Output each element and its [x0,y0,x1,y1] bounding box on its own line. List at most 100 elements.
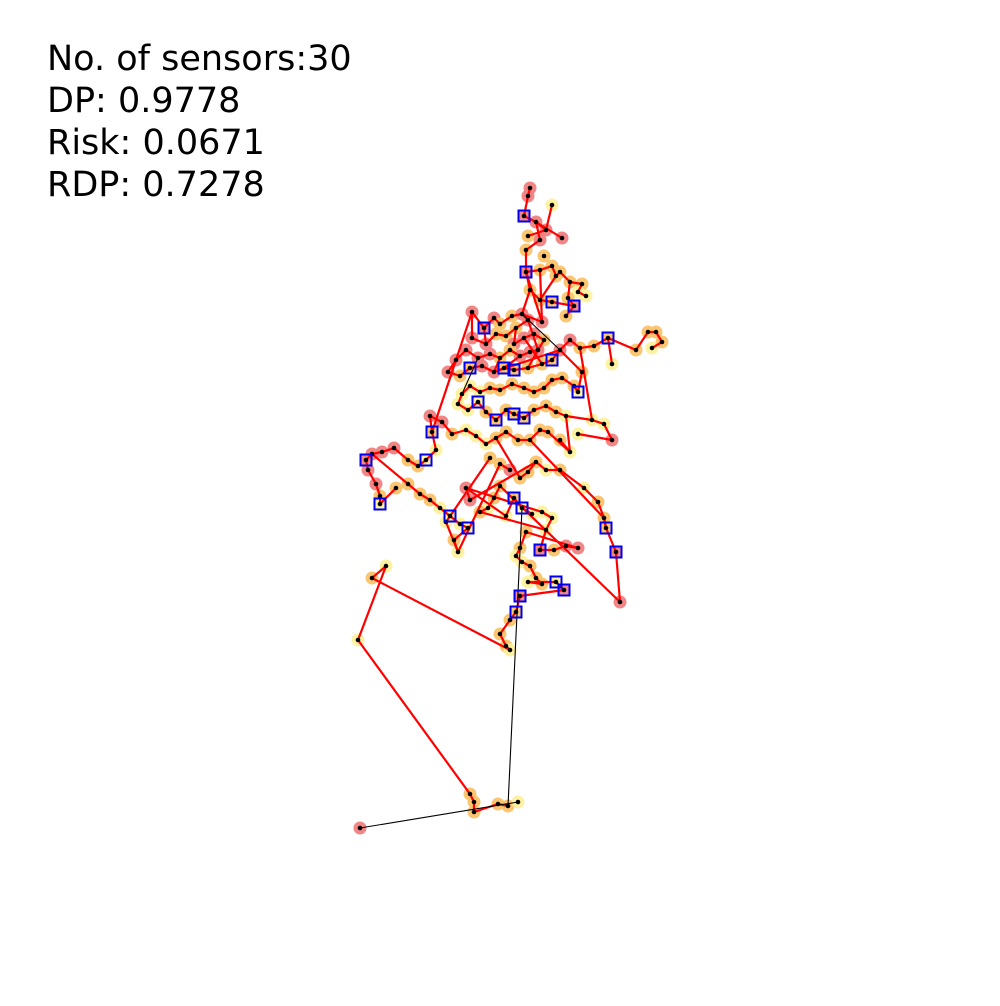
unmonitored-pipe [507,507,523,807]
sensor-marker [461,521,475,535]
junction-node [525,365,531,371]
junction-node [497,461,503,467]
sensor-marker [571,385,585,399]
junction-node [477,389,483,395]
junction-node [491,495,497,501]
monitored-pipe [370,576,512,652]
sensor-marker [489,413,503,427]
monitored-pipe [514,318,530,330]
junction-node [485,505,491,511]
sensor-marker [609,545,623,559]
junction-node [609,437,615,443]
sensor-marker [509,605,523,619]
junction-node [579,369,585,375]
junction-node [465,407,471,413]
junction-node [513,609,519,615]
monitored-pipe [470,310,486,330]
rdp-text: RDP: 0.7278 [47,165,265,205]
monitored-pipe [614,550,622,604]
junction-node [583,293,589,299]
junction-node [503,643,509,649]
monitored-pipe [550,300,576,308]
junction-node [483,441,489,447]
junction-node [515,799,521,805]
monitored-pipe [526,348,540,370]
junction-node [575,545,581,551]
monitored-pipe [578,346,594,422]
junction-node [469,309,475,315]
junction-node [515,437,521,443]
junction-node [501,365,507,371]
junction-node [405,481,411,487]
junction-node [533,219,539,225]
junction-node [509,381,515,387]
junction-node [563,313,569,319]
junction-node [493,331,499,337]
junction-node [463,485,469,491]
junction-node [543,527,549,533]
junction-node [517,545,523,551]
junction-node [357,825,363,831]
junction-node [475,355,481,361]
junction-node [451,537,457,543]
junction-node [645,329,651,335]
monitored-pipe [378,486,398,506]
junction-node [531,389,537,395]
monitored-pipe [634,330,650,352]
junction-node [495,801,501,807]
junction-node [475,399,481,405]
junction-node [595,499,601,505]
junction-node [577,345,583,351]
junction-node [497,483,503,489]
monitored-pipe [524,238,542,252]
monitored-pipe [356,638,472,796]
junction-node [557,347,563,353]
junction-node [467,383,473,389]
junction-node [377,493,383,499]
junction-node [383,563,389,569]
monitored-pipe [478,510,548,532]
sensor-marker [533,543,547,557]
junction-node [531,407,537,413]
sensor-marker [463,361,477,375]
junction-node [503,513,509,519]
monitored-pipe [430,430,438,452]
monitored-pipe [512,326,518,346]
junction-node [525,579,531,585]
metrics-panel: No. of sensors:30 DP: 0.9778 Risk: 0.067… [47,38,352,206]
monitored-pipe [456,462,502,554]
junction-node [541,253,547,259]
junction-node [551,547,557,553]
junction-node [575,289,581,295]
monitored-pipe [428,414,434,434]
sensor-marker [517,411,531,425]
junction-node [473,433,479,439]
junction-node [455,549,461,555]
sensor-marker [515,501,529,515]
junction-node [405,457,411,463]
junction-node [539,581,545,587]
monitored-pipe [558,468,586,490]
junction-node [561,587,567,593]
junction-node [507,617,513,623]
monitored-pipe [538,274,558,302]
junction-node [517,475,523,481]
junction-node [575,431,581,437]
sensor-marker [419,453,433,467]
junction-node [563,543,569,549]
junction-node [543,227,549,233]
junction-node [653,329,659,335]
junction-node [503,333,509,339]
monitored-pipe [356,564,388,642]
monitored-pipe [494,436,522,480]
junction-node [365,467,371,473]
junction-node [523,529,529,535]
junction-node [363,457,369,463]
sensor-marker [601,331,615,345]
junction-node [537,297,543,303]
junction-node [369,575,375,581]
sensor-marker [507,491,521,505]
junction-node [493,435,499,441]
sensor-marker [567,299,581,313]
